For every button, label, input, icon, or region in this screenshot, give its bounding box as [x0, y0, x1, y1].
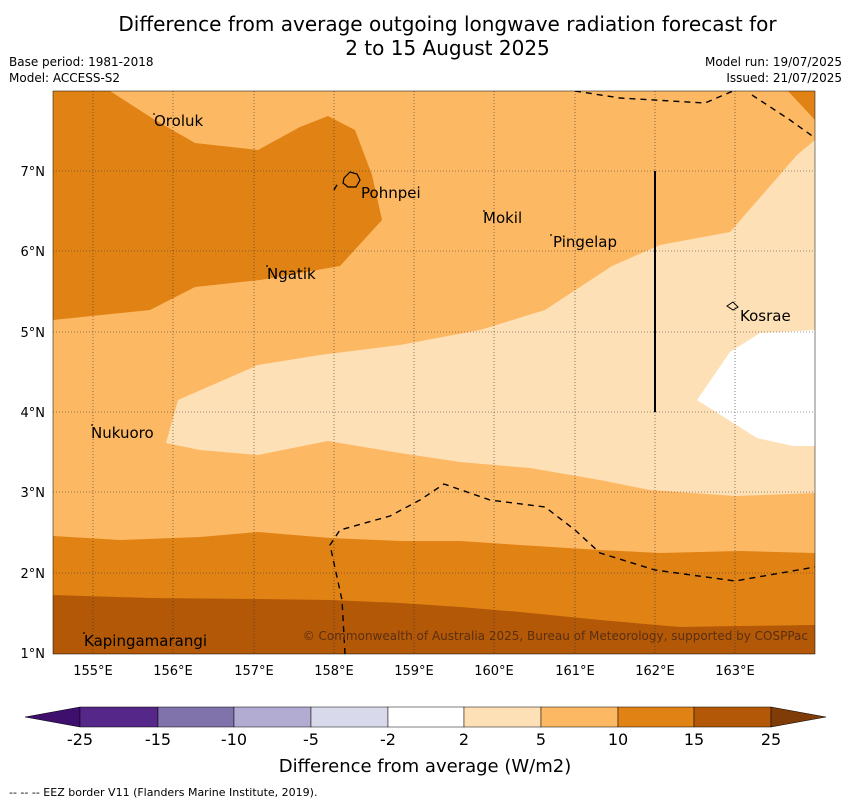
island-markers: [83, 113, 552, 634]
map-title: Difference from average outgoing longwav…: [0, 12, 850, 60]
x-tick: 162°E: [635, 664, 675, 679]
colorbar-segment: [79, 706, 159, 728]
issued-date: Issued: 21/07/2025: [726, 71, 842, 85]
colorbar-tick: 2: [459, 730, 469, 749]
title-line-2: 2 to 15 August 2025: [345, 36, 550, 60]
x-tick: 156°E: [153, 664, 193, 679]
x-tick: 163°E: [715, 664, 755, 679]
colorbar-segment: [617, 706, 695, 728]
label-kosrae: Kosrae: [740, 307, 791, 325]
colorbar-tick: -10: [221, 730, 247, 749]
label-nukuoro: Nukuoro: [91, 424, 154, 442]
colorbar-ticks: -25 -15 -10 -5 -2 2 5 10 15 25: [67, 730, 781, 749]
copyright-notice: © Commonwealth of Australia 2025, Bureau…: [303, 629, 808, 643]
colorbar-tick: 5: [536, 730, 546, 749]
colorbar: -25 -15 -10 -5 -2 2 5 10 15 25 Differenc…: [24, 706, 827, 777]
model-name: Model: ACCESS-S2: [9, 71, 121, 85]
colorbar-tick: -15: [145, 730, 171, 749]
colorbar-segment: [540, 706, 619, 728]
band-neutral: [697, 330, 815, 446]
colorbar-segment: [310, 706, 389, 728]
y-tick: 1°N: [21, 647, 46, 662]
eez-footnote: -- -- -- EEZ border V11 (Flanders Marine…: [9, 786, 318, 799]
band-10-15-northeast: [788, 91, 815, 120]
y-tick: 7°N: [21, 165, 46, 180]
band-2-5: [166, 140, 815, 496]
colorbar-tick: 25: [761, 730, 781, 749]
colorbar-tick: 10: [608, 730, 628, 749]
kosrae-island: [726, 301, 739, 311]
label-kapingamarangi: Kapingamarangi: [84, 632, 207, 650]
label-pohnpei: Pohnpei: [361, 184, 421, 202]
x-tick: 158°E: [314, 664, 354, 679]
colorbar-tick: -2: [380, 730, 396, 749]
x-tick: 159°E: [394, 664, 434, 679]
band-15-25: [53, 595, 815, 654]
x-tick: 160°E: [474, 664, 514, 679]
label-ngatik: Ngatik: [267, 265, 316, 283]
y-tick: 4°N: [21, 406, 46, 421]
run-info: Model run: 19/07/2025 Issued: 21/07/2025: [705, 54, 842, 86]
colorbar-segment: [693, 706, 772, 728]
x-tick: 161°E: [555, 664, 595, 679]
label-mokil: Mokil: [483, 209, 522, 227]
x-axis-ticks: 155°E 156°E 157°E 158°E 159°E 160°E 161°…: [73, 664, 755, 679]
y-tick: 6°N: [21, 245, 46, 260]
eez-border: [329, 91, 815, 654]
colorbar-min-arrow: [24, 706, 81, 728]
model-run: Model run: 19/07/2025: [704, 55, 842, 69]
colorbar-label: Difference from average (W/m2): [279, 756, 571, 777]
pohnpei-island: [342, 171, 361, 188]
colorbar-tick: -5: [303, 730, 319, 749]
colorbar-segment: [387, 706, 465, 728]
x-tick: 157°E: [234, 664, 274, 679]
colorbar-tick: 15: [684, 730, 704, 749]
label-pingelap: Pingelap: [553, 233, 617, 251]
colorbar-segment: [463, 706, 542, 728]
colorbar-max-arrow: [770, 706, 827, 728]
colorbar-tick: -25: [67, 730, 93, 749]
colorbar-segment: [157, 706, 235, 728]
place-labels: Oroluk Pohnpei Mokil Pingelap Ngatik Kos…: [84, 112, 791, 650]
label-oroluk: Oroluk: [154, 112, 203, 130]
x-tick: 155°E: [73, 664, 113, 679]
title-line-1: Difference from average outgoing longwav…: [118, 12, 777, 36]
model-info: Base period: 1981-2018 Model: ACCESS-S2: [9, 54, 154, 86]
y-tick: 3°N: [21, 486, 46, 501]
y-tick: 2°N: [21, 567, 46, 582]
map-frame: [52, 90, 816, 655]
y-tick: 5°N: [21, 326, 46, 341]
y-axis-ticks: 7°N 6°N 5°N 4°N 3°N 2°N 1°N: [21, 165, 46, 662]
band-10-15-north: [53, 91, 382, 320]
colorbar-segment: [233, 706, 312, 728]
base-period: Base period: 1981-2018: [9, 55, 154, 69]
map-area: Oroluk Pohnpei Mokil Pingelap Ngatik Kos…: [53, 91, 815, 654]
